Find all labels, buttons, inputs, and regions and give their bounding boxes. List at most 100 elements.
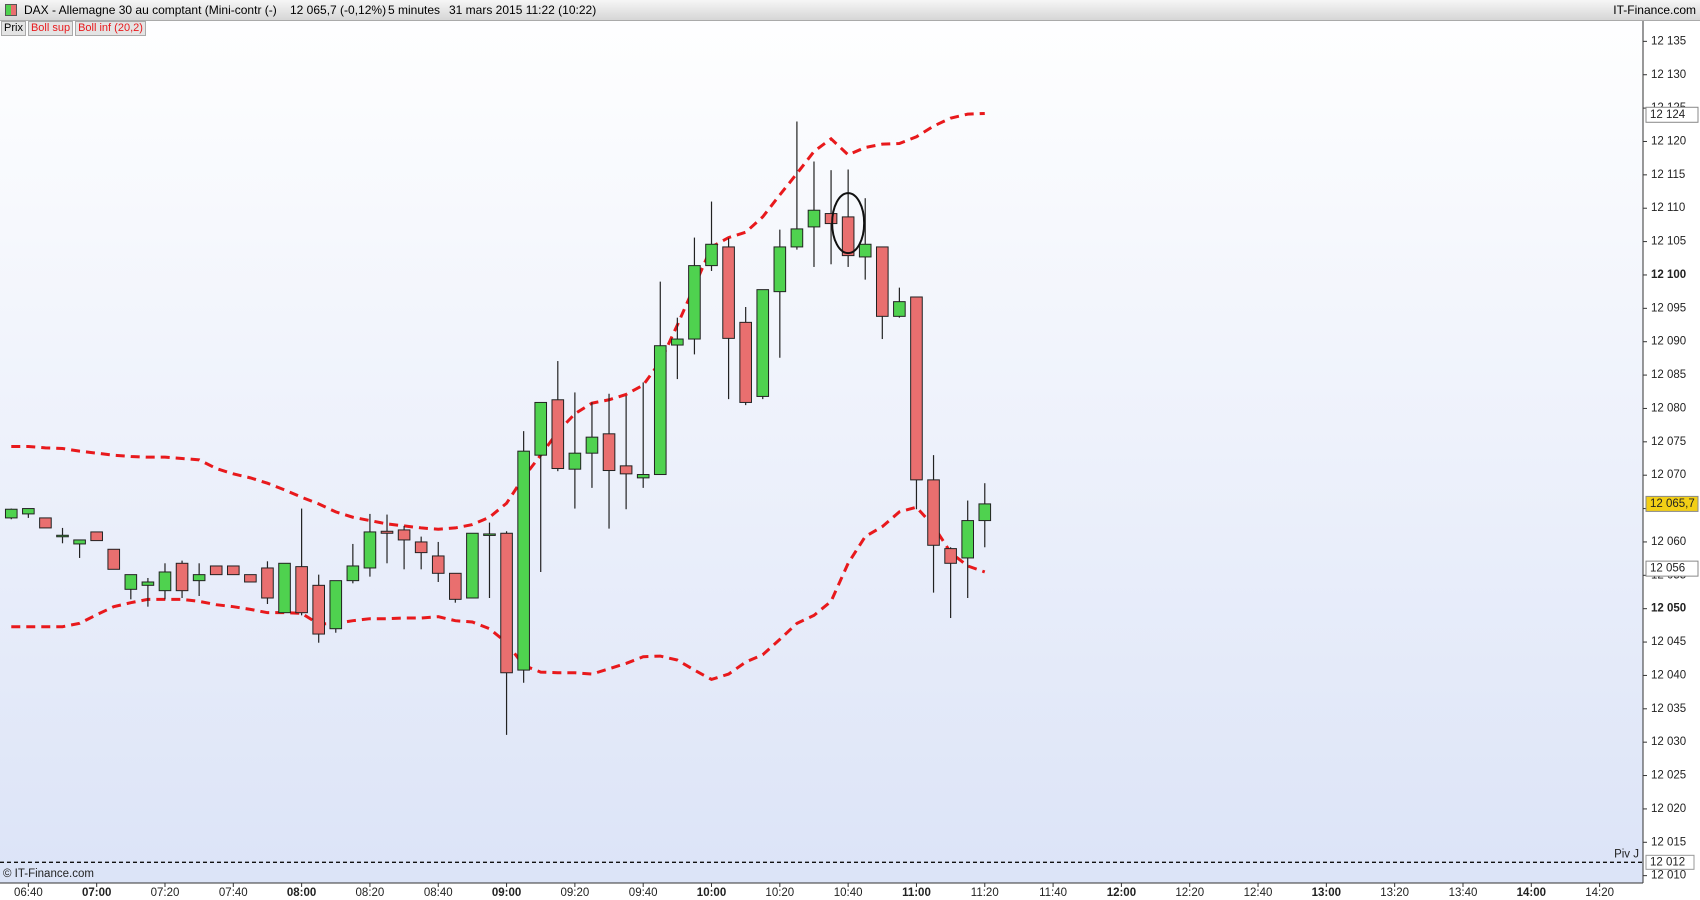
candle bbox=[295, 508, 308, 616]
candle-body bbox=[124, 574, 138, 590]
candle bbox=[4, 508, 18, 520]
x-tick-label: 13:40 bbox=[1449, 887, 1478, 899]
candle bbox=[141, 577, 155, 607]
y-tick-label: 12 085 bbox=[1651, 369, 1686, 381]
candle-body bbox=[858, 243, 872, 258]
candle-body bbox=[278, 562, 291, 614]
candle-body bbox=[244, 574, 257, 583]
footer: © IT-Finance.com bbox=[3, 868, 94, 880]
candle-body bbox=[39, 517, 52, 529]
candle bbox=[90, 531, 103, 542]
x-tick-label: 12:00 bbox=[1107, 887, 1136, 899]
candle bbox=[226, 565, 240, 576]
candle-body bbox=[807, 209, 821, 228]
price-marker-label: 12 124 bbox=[1650, 109, 1686, 121]
candle bbox=[841, 169, 855, 267]
candle bbox=[431, 541, 445, 582]
x-tick-label: 10:00 bbox=[697, 887, 726, 899]
candle-body bbox=[449, 572, 462, 600]
y-tick-label: 12 090 bbox=[1651, 336, 1686, 348]
bollinger-band bbox=[11, 505, 986, 682]
y-tick-label: 12 075 bbox=[1651, 436, 1686, 448]
candle bbox=[773, 229, 787, 358]
y-tick-label: 12 110 bbox=[1651, 202, 1685, 214]
y-tick-label: 12 115 bbox=[1651, 169, 1685, 181]
candle-body bbox=[961, 520, 975, 559]
x-tick-label: 09:40 bbox=[629, 887, 658, 899]
price-marker-box bbox=[1645, 106, 1699, 123]
y-tick-label: 12 020 bbox=[1651, 803, 1686, 815]
candle bbox=[483, 522, 496, 599]
y-tick-label: 12 045 bbox=[1651, 636, 1686, 648]
y-tick-label: 12 030 bbox=[1651, 736, 1686, 748]
candle-body bbox=[380, 530, 394, 534]
x-tick-label: 13:00 bbox=[1312, 887, 1341, 899]
toggle-button[interactable]: Prix bbox=[1, 21, 26, 36]
candle-body bbox=[568, 452, 582, 470]
annotation-circle bbox=[831, 192, 866, 255]
candle-body bbox=[397, 529, 411, 541]
candle-body bbox=[910, 296, 923, 481]
candle-body bbox=[722, 246, 735, 339]
candle bbox=[397, 525, 411, 570]
candle bbox=[192, 563, 206, 597]
candle bbox=[158, 563, 172, 600]
candle-body bbox=[4, 508, 18, 519]
x-tick-label: 12:20 bbox=[1175, 887, 1204, 899]
instrument-title: DAX - Allemagne 30 au comptant (Mini-con… bbox=[24, 3, 277, 17]
y-tick-label: 12 095 bbox=[1651, 302, 1686, 314]
candle-body bbox=[90, 531, 103, 542]
candle-body bbox=[688, 265, 701, 340]
candle bbox=[107, 548, 121, 570]
candle-body bbox=[261, 567, 274, 599]
candle bbox=[619, 395, 633, 510]
candle bbox=[858, 198, 872, 280]
candle bbox=[312, 574, 326, 643]
candle bbox=[363, 513, 377, 577]
candle bbox=[466, 532, 479, 599]
pivot-box bbox=[1645, 854, 1695, 870]
candle-body bbox=[705, 243, 718, 267]
candle-body bbox=[22, 508, 35, 515]
y-tick-label: 12 120 bbox=[1651, 136, 1686, 148]
candle bbox=[73, 539, 86, 558]
candle bbox=[380, 514, 394, 564]
candle-body bbox=[346, 565, 360, 582]
candle bbox=[244, 574, 257, 583]
x-tick-label: 12:40 bbox=[1244, 887, 1273, 899]
brand: IT-Finance.com bbox=[1613, 3, 1696, 17]
candle-body bbox=[158, 571, 172, 592]
candle bbox=[449, 572, 462, 603]
candle-body bbox=[209, 565, 223, 576]
x-tick-label: 08:40 bbox=[424, 887, 453, 899]
candle-body bbox=[431, 555, 445, 574]
candle bbox=[551, 361, 565, 472]
candle bbox=[790, 121, 804, 250]
candle-body bbox=[192, 574, 206, 582]
date: 31 mars 2015 11:22 (10:22) bbox=[449, 3, 597, 17]
candle bbox=[517, 431, 530, 683]
bollinger-band bbox=[11, 111, 985, 531]
candle bbox=[261, 561, 274, 605]
x-tick-label: 11:00 bbox=[902, 887, 931, 899]
candle-body bbox=[927, 479, 940, 546]
y-tick-label: 12 035 bbox=[1651, 703, 1686, 715]
candle bbox=[978, 483, 992, 548]
candle bbox=[927, 455, 940, 593]
price-marker-label: 12 056 bbox=[1650, 563, 1685, 575]
candle bbox=[329, 580, 343, 633]
candle bbox=[875, 246, 889, 340]
candle bbox=[705, 201, 718, 271]
y-tick-label: 12 105 bbox=[1651, 236, 1686, 248]
toggle-button[interactable]: Boll inf (20,2) bbox=[75, 21, 146, 36]
candle-body bbox=[551, 399, 565, 470]
candle bbox=[56, 527, 69, 544]
toggle-button[interactable]: Boll sup bbox=[27, 21, 74, 36]
candle-body bbox=[875, 246, 889, 317]
candle bbox=[807, 161, 821, 267]
axis-panel bbox=[1643, 20, 1700, 883]
price-marker-box bbox=[1645, 560, 1699, 577]
candle bbox=[209, 565, 223, 576]
candle bbox=[824, 170, 838, 265]
